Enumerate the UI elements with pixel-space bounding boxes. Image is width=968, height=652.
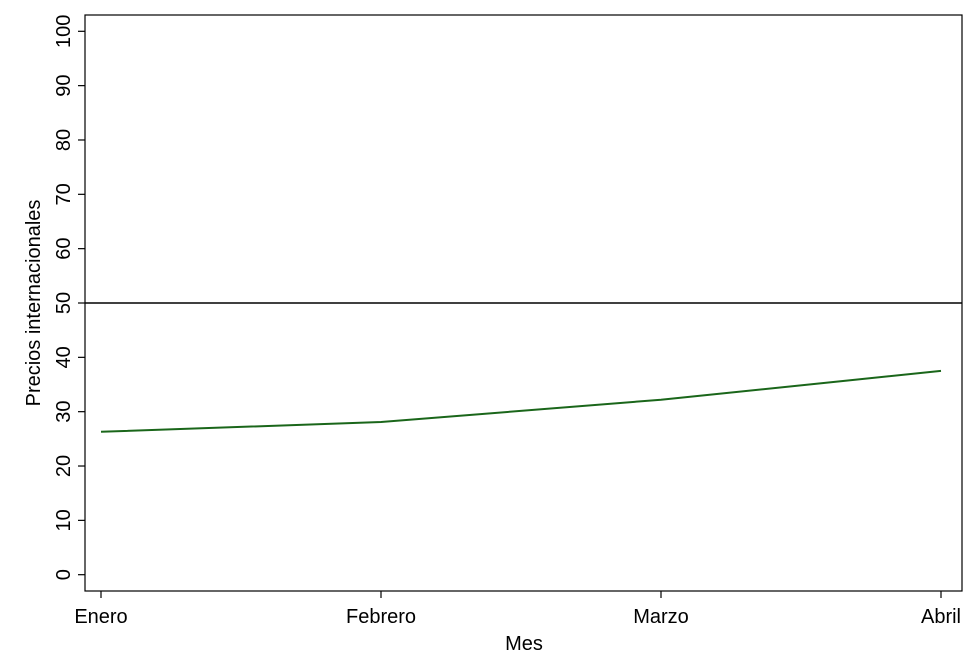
y-tick-label: 80	[53, 129, 75, 151]
x-tick-label: Abril	[921, 606, 961, 628]
y-tick-label: 10	[53, 509, 75, 531]
y-tick-label: 30	[53, 401, 75, 423]
x-tick-label: Marzo	[633, 606, 689, 628]
y-tick-label: 20	[53, 455, 75, 477]
data-line	[100, 369, 942, 433]
x-tick-label: Febrero	[346, 606, 416, 628]
x-tick-label: Enero	[74, 606, 127, 628]
y-axis-title: Precios internacionales	[23, 200, 45, 407]
y-tick-label: 60	[53, 238, 75, 260]
y-tick-label: 40	[53, 346, 75, 368]
y-tick-label: 100	[53, 15, 75, 48]
x-axis-title: Mes	[505, 633, 543, 652]
y-tick-label: 70	[53, 183, 75, 205]
y-tick-label: 50	[53, 292, 75, 314]
y-tick-label: 90	[53, 75, 75, 97]
y-tick-label: 0	[53, 569, 75, 580]
